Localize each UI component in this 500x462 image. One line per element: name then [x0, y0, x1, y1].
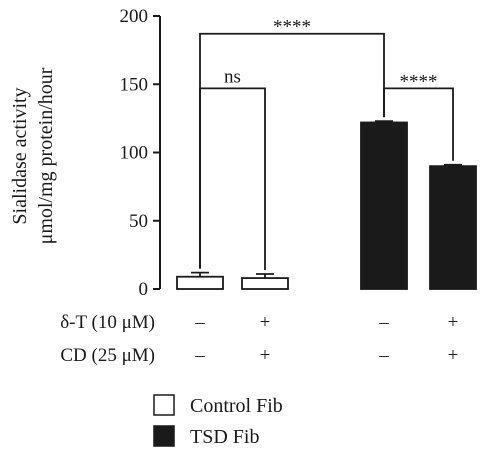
legend-swatch-0: [153, 394, 175, 416]
significance-brackets: ns **** ****: [199, 17, 454, 270]
legend-swatch-1: [153, 425, 175, 447]
condition-value-0-1: +: [260, 312, 271, 333]
y-tick-label-0: 0: [139, 279, 149, 300]
condition-value-1-0: –: [194, 345, 205, 366]
bar-0: [176, 275, 224, 290]
significance-bracket-2: [383, 87, 454, 161]
condition-value-1-1: +: [260, 345, 271, 366]
condition-value-0-2: –: [378, 312, 389, 333]
y-tick-label-3: 150: [120, 74, 149, 95]
y-tick-label-2: 100: [120, 143, 149, 164]
bar-1: [241, 277, 289, 290]
condition-table: δ-T (10 μM) – + – + CD (25 μM) – + – +: [60, 312, 458, 366]
y-axis-label-line-2: μmol/mg protein/hour: [35, 67, 57, 244]
condition-label-1: CD (25 μM): [60, 345, 155, 366]
condition-label-0: δ-T (10 μM): [60, 312, 155, 333]
significance-bracket-0: [199, 87, 266, 270]
y-axis-label-line-1: Sialidase activity: [9, 87, 31, 224]
condition-value-1-3: +: [448, 345, 459, 366]
significance-bracket-1: [199, 32, 385, 269]
condition-value-0-3: +: [448, 312, 459, 333]
legend: Control Fib TSD Fib: [153, 394, 283, 448]
bars-group: [176, 120, 477, 290]
significance-label-1: ****: [273, 17, 311, 38]
y-tick-label-1: 50: [129, 211, 148, 232]
y-axis-label: Sialidase activity μmol/mg protein/hour: [9, 67, 57, 244]
significance-label-2: ****: [400, 71, 438, 92]
y-tick-label-4: 200: [120, 6, 149, 27]
condition-value-1-2: –: [378, 345, 389, 366]
significance-label-0: ns: [224, 66, 241, 87]
bar-2: [360, 121, 408, 290]
y-axis: 0 50 100 150 200: [120, 6, 161, 300]
legend-label-0: Control Fib: [190, 395, 283, 417]
legend-label-1: TSD Fib: [190, 426, 259, 448]
bar-3: [429, 165, 477, 290]
condition-value-0-0: –: [194, 312, 205, 333]
